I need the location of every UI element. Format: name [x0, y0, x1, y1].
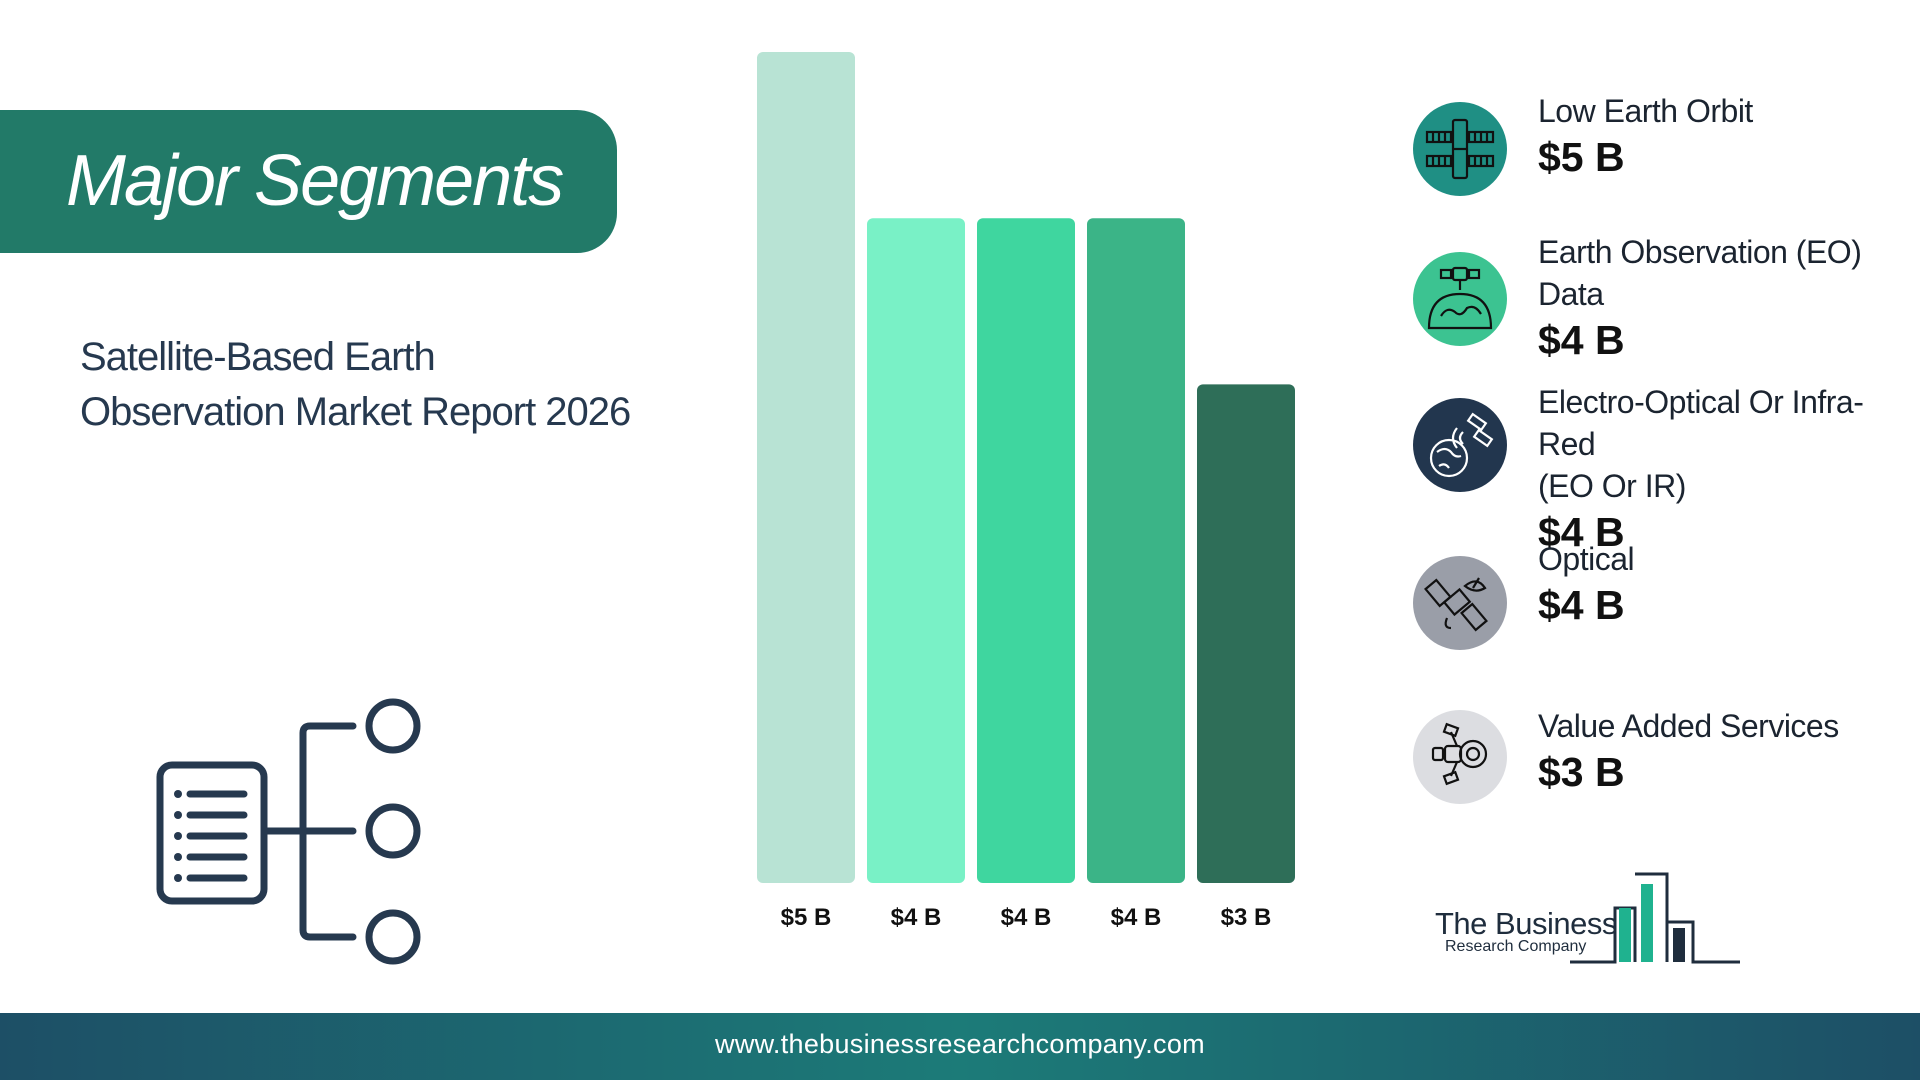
segments-legend: Low Earth Orbit $5 B Earth Observation (…	[1410, 0, 1920, 820]
logo-text-line-1: The Business	[1435, 906, 1617, 941]
legend-label-line-1: Electro-Optical Or Infra-Red	[1538, 384, 1864, 462]
legend-icon-circle-2	[1413, 252, 1507, 346]
bar-1	[757, 52, 855, 883]
bar-value-label-5: $3 B	[1221, 904, 1272, 931]
legend-value: $5 B	[1538, 134, 1625, 180]
bar-3	[977, 218, 1075, 883]
legend-label: Value Added Services	[1538, 708, 1839, 744]
legend-icon-circle-5	[1413, 710, 1507, 804]
bar-value-label-4: $4 B	[1111, 904, 1162, 931]
segments-bar-chart: $5 B $4 B $4 B $4 B $3 B	[757, 52, 1295, 931]
bar-value-label-2: $4 B	[891, 904, 942, 931]
satellite-camera-icon	[1431, 722, 1488, 786]
globe-satellite-icon	[1429, 412, 1494, 478]
page-title: Major Segments	[66, 141, 564, 221]
subtitle-line-1: Satellite-Based Earth	[80, 335, 436, 379]
legend-icon-circle-3	[1413, 398, 1507, 492]
logo-text-line-2: Research Company	[1445, 938, 1587, 955]
footer-url-link[interactable]: www.thebusinessresearchcompany.com	[715, 1029, 1205, 1059]
bar-value-label-1: $5 B	[781, 904, 832, 931]
earth-satellite-icon	[1427, 266, 1493, 330]
segments-hierarchy-icon	[156, 698, 421, 965]
logo-bars-graphic	[1570, 872, 1740, 964]
bar-5	[1197, 384, 1295, 883]
legend-label-line-2: (EO Or IR)	[1538, 468, 1686, 504]
footer-bar: www.thebusinessresearchcompany.com	[0, 1013, 1920, 1080]
bar-2	[867, 218, 965, 883]
legend-value: $4 B	[1538, 317, 1625, 363]
legend-label-line-2: Data	[1538, 276, 1604, 312]
legend-label: Low Earth Orbit	[1538, 93, 1753, 129]
satellite-dish-icon	[1424, 577, 1488, 632]
legend-value: $4 B	[1538, 509, 1625, 555]
legend-icon-circle-4	[1413, 556, 1507, 650]
subtitle-line-2: Observation Market Report 2026	[80, 390, 631, 434]
bar-value-label-3: $4 B	[1001, 904, 1052, 931]
legend-icon-circle-1	[1413, 102, 1507, 196]
satellite-icon	[1425, 118, 1495, 180]
title-banner: Major Segments	[0, 110, 617, 253]
legend-label: Optical	[1538, 541, 1635, 577]
bar-4	[1087, 218, 1185, 883]
legend-value: $4 B	[1538, 582, 1625, 628]
company-logo: The Business Research Company	[1435, 870, 1745, 970]
legend-label-line-1: Earth Observation (EO)	[1538, 234, 1862, 270]
report-subtitle: Satellite-Based Earth Observation Market…	[80, 330, 680, 440]
legend-value: $3 B	[1538, 749, 1625, 795]
